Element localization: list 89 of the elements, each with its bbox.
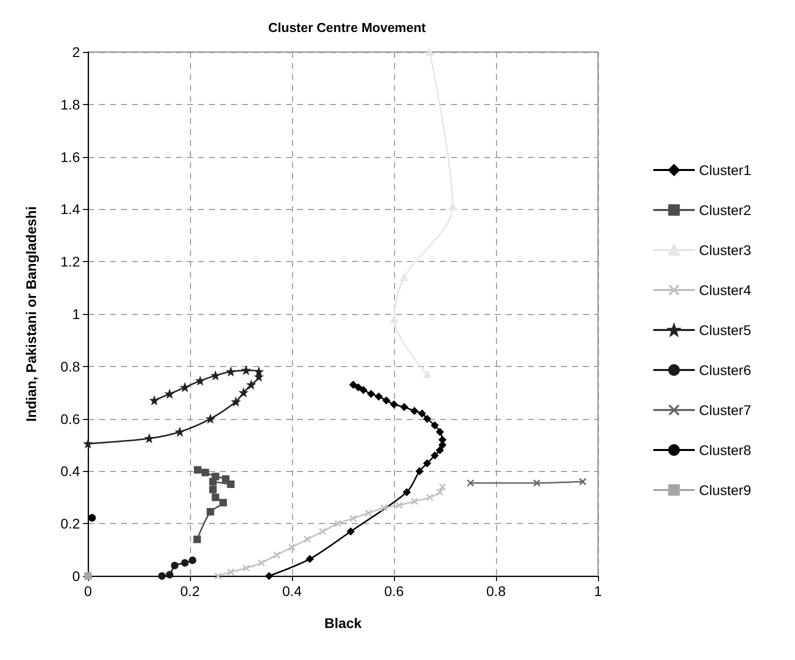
legend-label: Cluster2 [699,202,752,218]
point [202,468,210,476]
legend-label: Cluster5 [699,322,752,338]
point [390,400,398,408]
y-tick-label: 0.4 [60,463,80,480]
point [410,407,418,415]
y-tick-label: 2 [72,44,80,60]
y-tick-label: 1.8 [60,96,80,112]
point [227,480,235,488]
point [227,568,235,576]
x-tick-label: 1 [594,583,602,599]
point [390,315,398,323]
point [403,488,410,496]
point [395,502,403,510]
point [400,274,408,282]
point [158,572,166,580]
point [466,479,474,487]
y-tick-label: 0 [72,568,80,584]
point [423,415,431,423]
point [416,467,424,475]
point [418,410,426,418]
point [166,570,174,578]
y-tick-label: 0.6 [60,410,80,427]
point [272,551,280,559]
point [380,504,388,512]
point [188,556,196,564]
point [265,572,273,580]
legend-label: Cluster9 [699,482,752,498]
point [426,48,434,56]
legend-label: Cluster7 [699,402,752,418]
point [448,202,456,210]
point [400,403,408,411]
legend-label: Cluster1 [699,162,752,178]
point [222,475,230,483]
point [349,380,357,388]
point [214,572,222,580]
point [212,494,220,502]
y-tick-label: 1 [72,306,80,322]
x-tick-label: 0 [84,583,92,599]
point [360,386,368,394]
legend-label: Cluster3 [699,242,752,258]
point [288,543,296,551]
point [219,498,227,506]
legend-label: Cluster4 [699,282,752,298]
point [436,446,444,454]
point [334,520,342,528]
point [354,384,362,392]
legend-label: Cluster6 [699,362,752,378]
point [206,508,214,516]
x-axis-title: Black [324,615,362,631]
x-tick-label: 0.2 [180,583,200,599]
point [423,460,431,468]
point [242,564,250,572]
point [88,514,96,522]
point [304,536,312,544]
x-tick-label: 0.8 [486,583,506,599]
point [410,498,418,506]
point [212,472,220,480]
y-tick-label: 0.2 [60,516,80,532]
point [367,390,375,398]
point [209,486,217,494]
point [382,396,390,404]
point [431,422,439,430]
point [533,479,541,487]
y-tick-label: 1.2 [60,254,80,270]
point [423,370,431,378]
x-tick-label: 0.4 [282,583,302,599]
y-axis-title: Indian, Pakistani or Bangladeshi [23,206,39,422]
point [364,509,372,517]
point [436,428,444,436]
y-tick-label: 1.6 [60,148,80,165]
point [181,559,189,567]
point [374,392,382,400]
chart-title: Cluster Centre Movement [268,20,426,35]
point [349,514,357,522]
point [194,466,202,474]
point [426,494,434,502]
point [318,528,326,536]
point [306,555,314,563]
point [258,559,266,567]
y-tick-label: 0.8 [60,358,80,374]
point [193,536,201,544]
legend-label: Cluster8 [699,442,752,458]
point [438,441,446,449]
point [346,528,354,536]
x-tick-label: 0.6 [384,583,404,599]
point [578,478,586,486]
point [431,452,439,460]
y-tick-label: 1.4 [60,201,80,218]
